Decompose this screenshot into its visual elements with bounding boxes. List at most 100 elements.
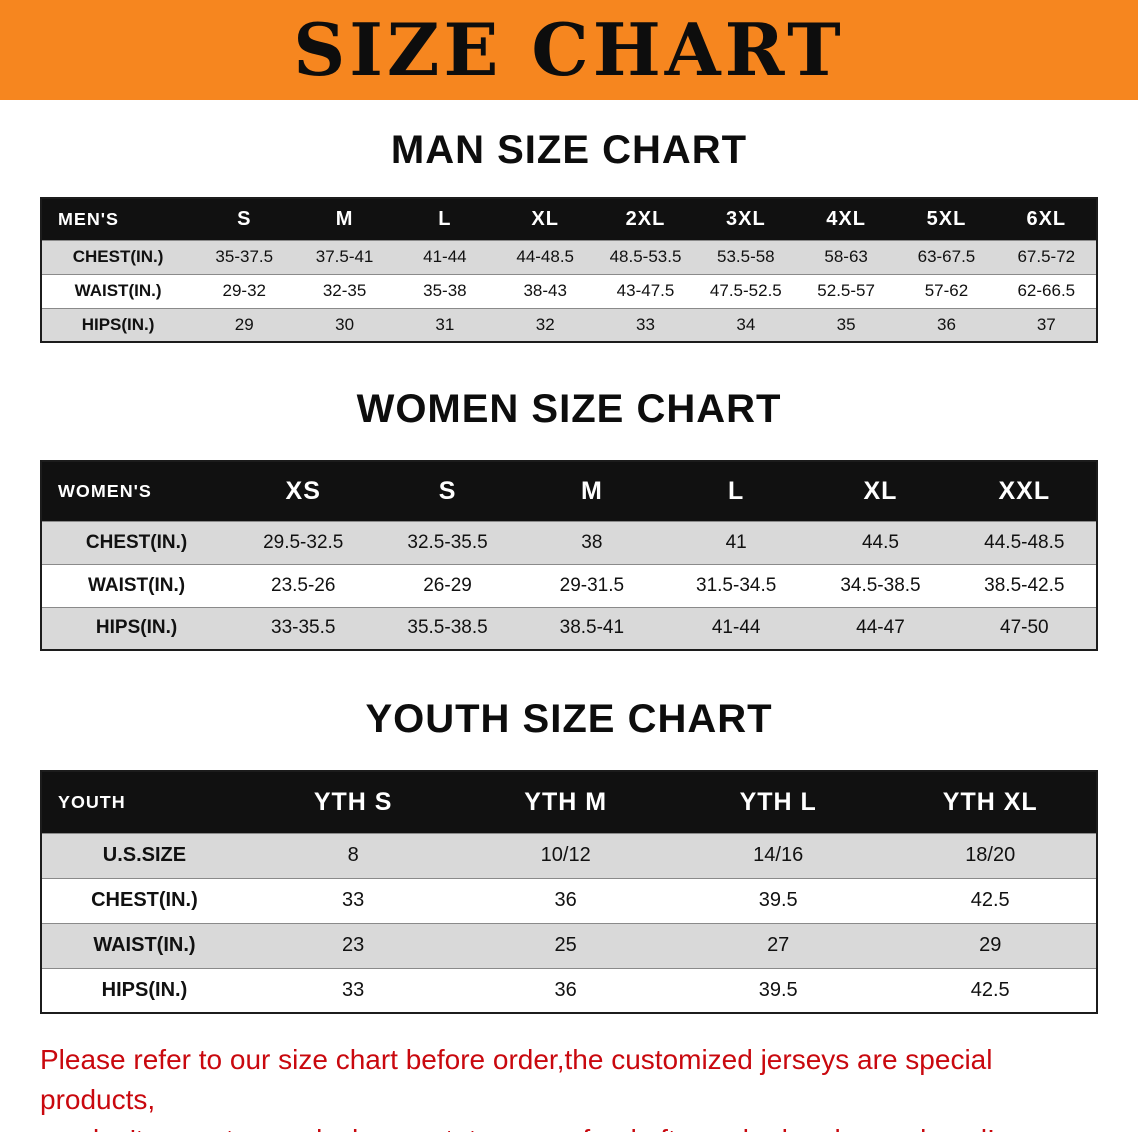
table-title-cell: MEN'S [41,198,195,240]
men-size-table: MEN'S S M L XL 2XL 3XL 4XL 5XL 6XL CHEST(IN.) 35-37… [40,197,1098,343]
size-value-cell: 41-44 [423,247,467,266]
size-value-cell: 14/16 [753,844,804,866]
size-value-cell: 29 [234,314,254,334]
size-value-cell: 38 [581,531,603,553]
youth-size-section: YOUTH SIZE CHART YOUTH YTH S YTH M YTH L YTH… [0,697,1138,1014]
size-value-cell: 36 [554,978,577,1001]
size-value-cell: 32.5-35.5 [407,531,488,553]
row-label: CHEST(IN.) [91,889,198,911]
size-value-cell: 41-44 [711,617,761,639]
table-row: HIPS(IN.) 29 30 31 32 33 34 35 36 37 [41,308,1097,342]
size-value-cell: 10/12 [540,844,591,866]
size-column-header: XXL [952,461,1097,521]
size-value-cell: 47.5-52.5 [709,281,782,300]
size-column-header: 2XL [595,198,696,240]
size-value-cell: 44-47 [856,617,905,639]
size-value-cell: 18/20 [965,844,1016,866]
size-value-cell: 31.5-34.5 [696,574,777,596]
table-row: CHEST(IN.) 35-37.5 37.5-41 41-44 44-48.5 48.5… [41,240,1097,274]
size-value-cell: 29.5-32.5 [263,531,344,553]
size-column-header: M [294,198,395,240]
size-value-cell: 41 [725,531,747,553]
size-column-header: 5XL [896,198,997,240]
size-value-cell: 36 [554,889,577,911]
size-value-cell: 32 [535,314,555,334]
size-value-cell: 23.5-26 [271,574,336,596]
size-value-cell: 39.5 [758,978,798,1001]
table-header-row: MEN'S S M L XL 2XL 3XL 4XL 5XL 6XL [41,198,1097,240]
row-label: CHEST(IN.) [72,247,164,266]
banner: SIZE CHART [0,0,1138,100]
size-column-header: 6XL [996,198,1097,240]
size-column-header: YTH XL [884,771,1097,833]
table-row: HIPS(IN.) 33 36 39.5 42.5 [41,968,1097,1013]
size-value-cell: 53.5-58 [716,247,775,266]
table-row: CHEST(IN.) 33 36 39.5 42.5 [41,878,1097,923]
size-value-cell: 34 [736,314,756,334]
size-value-cell: 31 [435,314,455,334]
size-value-cell: 8 [347,844,359,866]
row-label: HIPS(IN.) [81,314,155,334]
size-value-cell: 52.5-57 [817,281,875,300]
size-value-cell: 38.5-41 [559,617,625,639]
size-value-cell: 33 [342,978,365,1001]
size-value-cell: 35-38 [423,281,467,300]
table-row: WAIST(IN.) 29-32 32-35 35-38 38-43 43-47.5 47.… [41,274,1097,308]
size-column-header: 4XL [795,198,897,240]
size-column-header: L [664,461,809,521]
size-value-cell: 38-43 [523,281,567,300]
size-value-cell: 26-29 [423,574,472,596]
size-column-header: XS [231,461,376,521]
size-value-cell: 37 [1036,314,1056,334]
size-value-cell: 36 [936,314,956,334]
size-value-cell: 35 [836,314,856,334]
row-label: WAIST(IN.) [93,934,196,956]
size-value-cell: 42.5 [970,889,1010,911]
size-column-header: M [519,461,665,521]
disclaimer-line-1: Please refer to our size chart before or… [40,1044,993,1115]
women-size-section: WOMEN SIZE CHART WOMEN'S XS S M L XL XXL CHEST(… [0,387,1138,651]
size-value-cell: 57-62 [924,281,969,300]
size-value-cell: 44.5-48.5 [984,531,1065,553]
row-label: U.S.SIZE [102,844,187,866]
size-value-cell: 42.5 [970,978,1010,1001]
size-value-cell: 29 [979,934,1002,956]
women-table-wrap: WOMEN'S XS S M L XL XXL CHEST(IN.) 29.5-32.5 32.5… [0,460,1138,651]
size-value-cell: 32-35 [322,281,367,300]
size-column-header: YTH M [459,771,672,833]
size-value-cell: 30 [335,314,355,334]
size-value-cell: 67.5-72 [1017,247,1076,266]
table-title-cell: WOMEN'S [41,461,232,521]
size-value-cell: 48.5-53.5 [609,247,682,266]
size-value-cell: 23 [342,934,365,956]
row-label: CHEST(IN.) [85,531,188,553]
size-column-header: XL [495,198,596,240]
size-value-cell: 58-63 [824,247,868,266]
youth-size-table: YOUTH YTH S YTH M YTH L YTH XL U.S.SIZE 8 10/12… [40,770,1098,1014]
size-column-header: XL [808,461,953,521]
table-header-row: WOMEN'S XS S M L XL XXL [41,461,1097,521]
size-value-cell: 39.5 [758,889,798,911]
page-title: SIZE CHART [293,7,845,92]
men-table-wrap: MEN'S S M L XL 2XL 3XL 4XL 5XL 6XL CHEST(IN.) 35-37… [0,197,1138,343]
size-value-cell: 33 [636,314,655,334]
size-column-header: 3XL [695,198,796,240]
table-row: U.S.SIZE 8 10/12 14/16 18/20 [41,833,1097,878]
row-label: WAIST(IN.) [87,574,186,596]
size-value-cell: 35.5-38.5 [407,617,488,639]
table-row: CHEST(IN.) 29.5-32.5 32.5-35.5 38 41 44.5 44.5… [41,521,1097,564]
section-heading-youth: YOUTH SIZE CHART [365,697,773,741]
size-column-header: L [394,198,496,240]
disclaimer-line-2: we don't accept cancel, change, teturn o… [40,1120,1098,1132]
size-charts-main: MAN SIZE CHART MEN'S S M L XL 2XL 3XL 4XL 5XL 6XL… [0,128,1138,1014]
size-value-cell: 33 [342,889,365,911]
row-label: HIPS(IN.) [95,617,178,639]
table-row: WAIST(IN.) 23 25 27 29 [41,923,1097,968]
size-value-cell: 34.5-38.5 [840,574,921,596]
size-column-header: YTH L [671,771,885,833]
table-row: HIPS(IN.) 33-35.5 35.5-38.5 38.5-41 41-44 44-… [41,607,1097,650]
size-value-cell: 47-50 [1000,617,1049,639]
size-value-cell: 37.5-41 [315,247,374,266]
youth-table-wrap: YOUTH YTH S YTH M YTH L YTH XL U.S.SIZE 8 10/12… [0,770,1138,1014]
women-size-table: WOMEN'S XS S M L XL XXL CHEST(IN.) 29.5-32.5 32.5… [40,460,1098,651]
